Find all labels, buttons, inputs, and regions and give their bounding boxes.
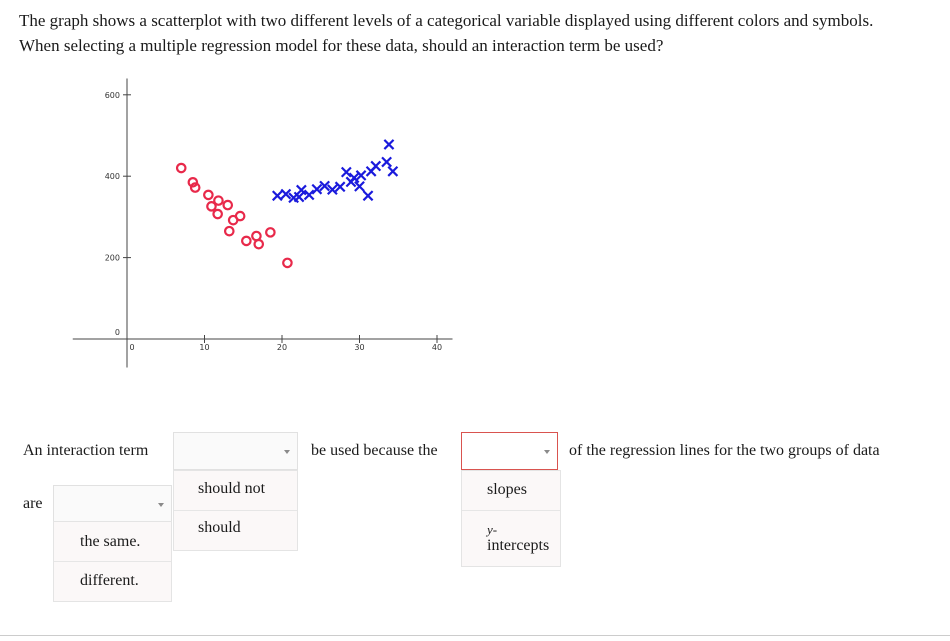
circle-point [282,257,293,269]
x-point [387,165,399,177]
option-the-same[interactable]: the same. [54,522,171,562]
chevron-down-icon [158,503,164,507]
circle-point [212,208,223,220]
x-point [334,181,346,193]
sentence-middle: be used because the [311,442,438,459]
chevron-down-icon [284,450,290,454]
chart-marks [175,139,399,269]
question-text: The graph shows a scatterplot with two d… [19,8,939,58]
y-tick-label: 200 [105,254,120,263]
x-point [311,183,323,195]
option-y-intercepts[interactable]: y- intercepts [462,511,560,567]
option-slopes[interactable]: slopes [462,471,560,511]
option-intercepts-label: intercepts [487,537,550,554]
x-point [348,172,360,184]
x-point [355,170,367,181]
circle-point [189,182,201,193]
x-point [319,180,331,192]
x-point [271,190,283,202]
circle-point [241,235,252,247]
sentence-prefix: An interaction term [23,442,149,459]
x-point [354,180,365,192]
x-point [326,184,338,196]
circle-point [187,177,199,188]
x-tick-label: 0 [129,343,134,352]
comparison-dropdown[interactable] [53,485,172,523]
x-point [383,139,395,150]
bottom-divider [0,635,950,636]
sentence-suffix: of the regression lines for the two grou… [569,442,880,459]
x-point [362,190,374,202]
x-point [370,160,382,172]
y-tick-label: 400 [105,172,120,181]
x-point [340,166,352,178]
x-tick-label: 20 [277,343,287,352]
x-point [293,191,305,203]
are-label: are [23,495,43,512]
circle-point [203,189,214,201]
x-point [303,189,315,201]
feature-dropdown[interactable] [461,432,558,470]
x-point [295,184,307,196]
circle-point [265,227,276,238]
circle-point [224,225,235,237]
option-should-not[interactable]: should not [174,471,297,511]
x-tick-label: 30 [354,343,364,352]
comparison-options: the same. different. [53,521,172,602]
chevron-down-icon [544,450,550,454]
option-y-label: y- [487,522,498,537]
y-tick-label: 600 [105,91,120,100]
x-tick-label: 40 [432,343,442,352]
interaction-options: should not should [173,470,298,551]
option-different[interactable]: different. [80,572,139,589]
circle-point [206,201,217,212]
y-tick-label: 0 [115,328,120,337]
circle-point [175,162,187,174]
circle-point [227,214,239,226]
circle-point [222,199,234,211]
circle-point [213,195,224,206]
x-tick-label: 10 [199,343,209,352]
x-point [280,188,292,200]
circle-point [253,238,265,250]
feature-options: slopes y- intercepts [461,470,561,567]
question-line-2: When selecting a multiple regression mod… [19,36,664,55]
interaction-dropdown[interactable] [173,432,298,470]
x-point [381,156,393,168]
option-should[interactable]: should [198,519,241,536]
question-line-1: The graph shows a scatterplot with two d… [19,11,874,30]
